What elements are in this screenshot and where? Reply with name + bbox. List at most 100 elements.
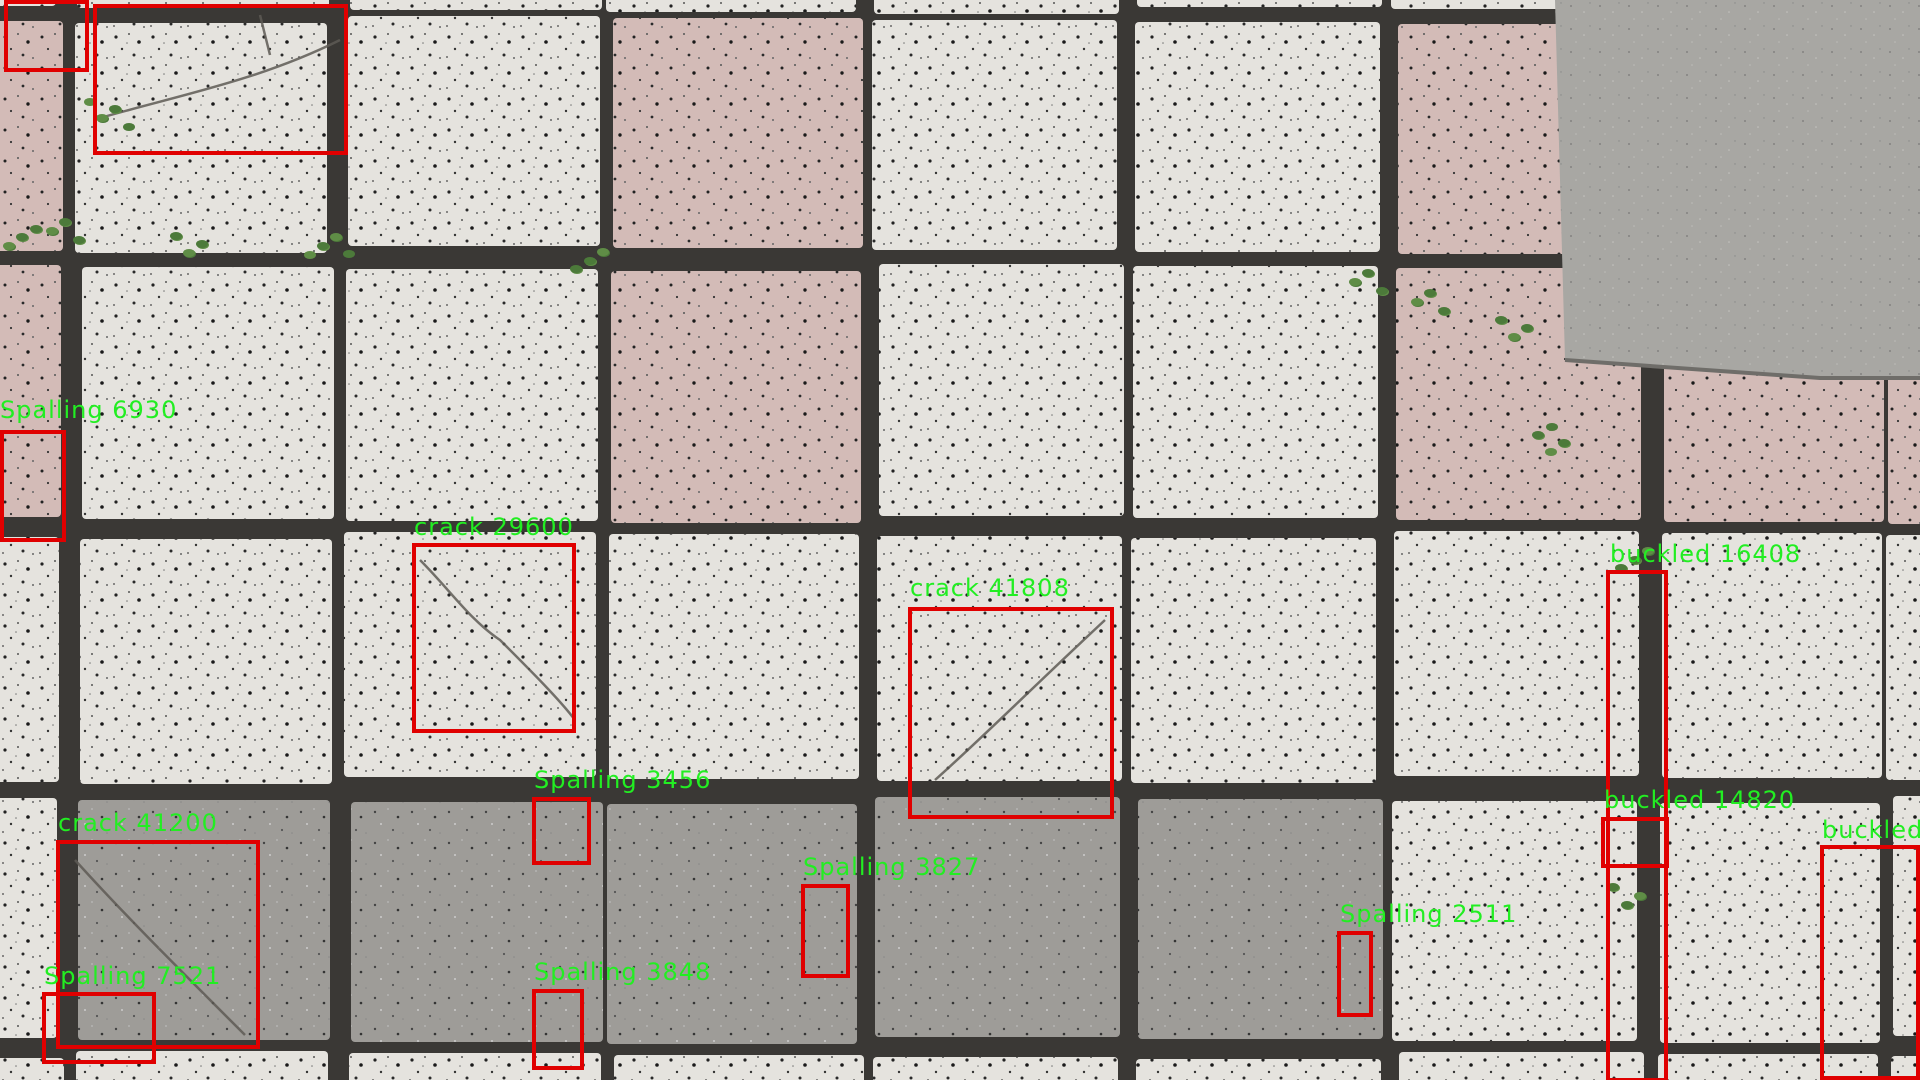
weed-leaf	[343, 250, 355, 258]
paving-tile	[80, 539, 332, 784]
paving-tile	[344, 532, 596, 777]
detection-label: Spalling 6930	[0, 396, 178, 424]
weed-leaf	[123, 123, 135, 131]
paving-tile	[1137, 0, 1382, 7]
weed-leaf	[46, 227, 58, 235]
paving-tile	[1893, 796, 1920, 1036]
weed-leaf	[1362, 269, 1374, 277]
paving-tile	[1399, 1052, 1644, 1080]
crack-line	[419, 559, 576, 721]
detection-label: crack 41808	[910, 574, 1070, 602]
weed-leaf	[16, 233, 28, 241]
paving-tile	[874, 0, 1119, 14]
paving-tile	[1891, 1056, 1920, 1080]
weed-leaf	[330, 233, 342, 241]
paving-tile	[1662, 533, 1882, 778]
detection-label: Spalling 7521	[44, 962, 222, 990]
detection-box	[532, 797, 591, 865]
paving-tile	[607, 804, 857, 1044]
detection-box	[42, 992, 156, 1064]
weed-leaf	[570, 265, 582, 273]
detection-box	[1337, 931, 1373, 1017]
detection-box	[93, 4, 348, 155]
paving-tile	[1886, 535, 1920, 780]
weed-leaf	[1424, 289, 1436, 297]
paving-tile	[78, 800, 330, 1040]
paving-tile	[613, 18, 863, 248]
weed-leaf	[1411, 298, 1423, 306]
weed-leaf	[3, 242, 15, 250]
paving-tile	[0, 798, 57, 1038]
weed-leaf	[317, 242, 329, 250]
paving-tile	[614, 1055, 864, 1080]
paving-tile	[1136, 1059, 1381, 1080]
paving-tile	[349, 1053, 601, 1080]
weed-leaf	[170, 232, 182, 240]
weed-leaf	[1349, 278, 1361, 286]
paving-tile	[873, 1057, 1118, 1080]
paving-tile	[75, 23, 327, 253]
paving-tile	[350, 0, 602, 10]
paving-tile	[875, 797, 1120, 1037]
paving-tile	[76, 1051, 328, 1080]
weed-leaf	[1607, 883, 1619, 891]
weed-leaf	[96, 114, 108, 122]
paving-tile	[1392, 801, 1637, 1041]
weed-leaf	[584, 257, 596, 265]
paving-tile	[606, 0, 856, 12]
paving-tile	[879, 264, 1124, 516]
weed-leaf	[59, 218, 71, 226]
concrete-curb	[1555, 0, 1920, 378]
weed-leaf	[1376, 287, 1388, 295]
detection-box	[1820, 845, 1920, 1080]
weed-leaf	[1558, 439, 1570, 447]
paving-tile	[1135, 22, 1380, 252]
weed-leaf	[1438, 307, 1450, 315]
detection-label: buckled	[1822, 816, 1920, 844]
detection-box	[0, 430, 66, 542]
crack-line	[934, 619, 1106, 781]
detection-label: crack 29600	[414, 513, 574, 541]
detection-label: Spalling 3456	[534, 766, 712, 794]
detection-label: crack 41200	[58, 809, 218, 837]
detection-box	[412, 543, 576, 733]
paving-tile	[1394, 531, 1639, 776]
weed-leaf	[1621, 901, 1633, 909]
weed-leaf	[1508, 333, 1520, 341]
paving-tile	[877, 536, 1122, 781]
paving-tile	[0, 21, 63, 251]
weed-leaf	[73, 236, 85, 244]
paving-tile	[346, 269, 598, 521]
paving-tile	[1131, 538, 1376, 783]
crack-line	[99, 14, 341, 120]
detection-label: Spalling 2511	[1340, 900, 1518, 928]
weed-leaf	[1532, 431, 1544, 439]
detection-label: Spalling 3827	[803, 853, 981, 881]
weed-leaf	[1546, 423, 1558, 431]
weed-leaf	[1634, 892, 1646, 900]
weed-leaf	[304, 251, 316, 259]
weed-leaf	[183, 249, 195, 257]
weed-leaf	[597, 248, 609, 256]
paving-tile	[872, 20, 1117, 250]
detection-box	[56, 840, 260, 1049]
paving-tile	[609, 534, 859, 779]
weed-leaf	[196, 240, 208, 248]
weed-leaf	[1521, 324, 1533, 332]
paving-tile	[1138, 799, 1383, 1039]
weed-leaf	[1642, 547, 1654, 555]
detection-box	[908, 607, 1114, 819]
detection-label: buckled 16408	[1610, 540, 1802, 568]
detection-label: Spalling 3848	[534, 958, 712, 986]
weed-leaf	[1545, 448, 1557, 456]
detection-label: buckled 14820	[1604, 786, 1796, 814]
weed-leaf	[1629, 556, 1641, 564]
detection-box	[532, 989, 584, 1070]
paving-tile	[0, 537, 59, 782]
detection-box	[1601, 817, 1669, 868]
paving-tile	[1660, 803, 1880, 1043]
detection-box	[4, 0, 89, 72]
paving-tile	[82, 267, 334, 519]
crack-line	[74, 859, 246, 1036]
